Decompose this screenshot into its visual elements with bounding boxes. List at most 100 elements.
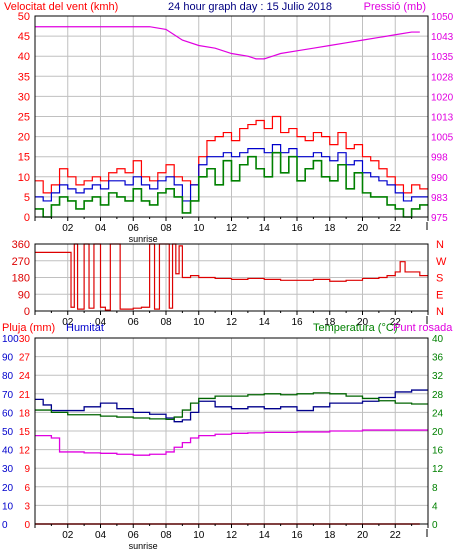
pressure-y-tick-label: 1020 <box>431 92 454 103</box>
x-tick-label: 14 <box>259 530 271 541</box>
x-tick-label: 04 <box>95 223 107 234</box>
x-tick-label: 08 <box>160 223 172 234</box>
wind-y-tick-label: 35 <box>18 71 30 83</box>
x-tick-label: 12 <box>226 317 238 328</box>
wind-y-tick-label: 20 <box>18 132 30 144</box>
rain-y-tick-label: 100 <box>2 334 19 345</box>
temp-y-tick-label: 0 <box>432 520 438 531</box>
wind-axis-label: Velocitat del vent (kmh) <box>4 1 118 13</box>
compass-label: E <box>436 289 443 301</box>
wind-y-tick-label: 5 <box>24 192 30 204</box>
humidity-y-tick-label: 18 <box>19 408 31 419</box>
humidity-y-tick-label: 30 <box>19 334 31 345</box>
direction-y-tick-label: 90 <box>18 289 30 301</box>
x-tick-label: 06 <box>128 530 140 541</box>
rain-hum-temp-axes: 02 04 06 08 10 12 14 16 18 20 22010203040506070809… <box>2 334 444 551</box>
pressure-y-tick-label: 1043 <box>431 32 454 43</box>
pressure-y-tick-label: 983 <box>431 193 448 204</box>
temp-y-tick-label: 28 <box>432 390 444 401</box>
humidity-y-tick-label: 15 <box>19 427 31 438</box>
direction-y-tick-label: 360 <box>12 239 30 251</box>
pressure-y-tick-label: 1005 <box>431 133 454 144</box>
pressure-y-tick-label: 975 <box>431 213 448 224</box>
pressure-y-tick-label: 1013 <box>431 113 454 124</box>
temp-y-tick-label: 20 <box>432 427 444 438</box>
x-tick-label: 22 <box>390 223 402 234</box>
wind-y-tick-label: 45 <box>18 31 30 43</box>
temp-y-tick-label: 36 <box>432 353 444 364</box>
rain-y-tick-label: 30 <box>2 464 14 475</box>
x-tick-label: 18 <box>324 317 336 328</box>
compass-label: S <box>436 273 443 285</box>
rain-hum-temp-grid <box>35 338 428 524</box>
x-tick-label: 04 <box>95 317 107 328</box>
rain-y-tick-label: 40 <box>2 446 14 457</box>
sunrise-label: sunrise <box>129 234 158 244</box>
rain-y-tick-label: 10 <box>2 501 14 512</box>
pressure-y-tick-label: 1050 <box>431 12 454 23</box>
wind-y-tick-label: 30 <box>18 91 30 103</box>
x-tick-label: 10 <box>193 530 205 541</box>
chart-title: 24 hour graph day : 15 Julio 2018 <box>168 1 332 13</box>
humidity-y-tick-label: 24 <box>19 371 31 382</box>
series-line-darkblue <box>35 389 428 423</box>
wind-pressure-axes: 02 04 06 08 10 12 14 16 18 20 22 0 5 10 15 20 25 30 35 40 45… <box>18 11 454 244</box>
x-tick-label: 18 <box>324 530 336 541</box>
x-tick-label: 10 <box>193 317 205 328</box>
humidity-y-tick-label: 6 <box>24 483 30 494</box>
pressure-y-tick-label: 1035 <box>431 52 454 63</box>
temperature-axis-label: Temperatura (°C) <box>313 322 397 334</box>
compass-label: N <box>436 306 444 318</box>
x-tick-label: 10 <box>193 223 205 234</box>
temp-y-tick-label: 40 <box>432 334 444 345</box>
wind-direction-series <box>35 243 428 311</box>
x-tick-label: 06 <box>128 317 140 328</box>
humidity-y-tick-label: 27 <box>19 353 31 364</box>
humidity-y-tick-label: 9 <box>24 464 30 475</box>
series-line-red <box>35 115 428 194</box>
rain-y-tick-label: 0 <box>2 520 8 531</box>
pressure-axis-label: Pressió (mb) <box>364 1 426 13</box>
humidity-y-tick-label: 21 <box>19 390 31 401</box>
series-line-darkgreen <box>35 392 428 421</box>
temp-y-tick-label: 24 <box>432 408 444 419</box>
temp-y-tick-label: 32 <box>432 371 444 382</box>
dewpoint-axis-label: Punt rosada <box>393 322 453 334</box>
wind-y-tick-label: 25 <box>18 112 30 124</box>
rain-y-tick-label: 50 <box>2 427 14 438</box>
pressure-y-tick-label: 1028 <box>431 72 454 83</box>
rain-y-tick-label: 80 <box>2 371 14 382</box>
x-tick-label: 06 <box>128 223 140 234</box>
x-tick-label: 14 <box>259 317 271 328</box>
x-tick-label: 08 <box>160 530 172 541</box>
x-tick-label: 18 <box>324 223 336 234</box>
series-line-magenta <box>35 429 428 456</box>
wind-y-tick-label: 10 <box>18 172 30 184</box>
wind-y-tick-label: 15 <box>18 152 30 164</box>
series-line-direction <box>35 243 428 311</box>
direction-y-tick-label: 180 <box>12 273 30 285</box>
rain-y-tick-label: 70 <box>2 390 14 401</box>
pressure-y-tick-label: 998 <box>431 153 448 164</box>
wind-y-tick-label: 0 <box>24 212 30 224</box>
x-tick-label: 22 <box>390 530 402 541</box>
x-tick-label: 20 <box>357 223 369 234</box>
x-tick-label: 16 <box>291 223 303 234</box>
x-tick-label: 16 <box>291 317 303 328</box>
x-tick-label: 04 <box>95 530 107 541</box>
temp-y-tick-label: 4 <box>432 501 438 512</box>
rain-axis-label: Pluja (mm) <box>2 322 55 334</box>
compass-label: N <box>436 239 444 251</box>
x-tick-label: 02 <box>62 223 74 234</box>
x-tick-label: 22 <box>390 317 402 328</box>
sunrise-label: sunrise <box>129 541 158 551</box>
pressure-y-tick-label: 990 <box>431 173 448 184</box>
x-tick-label: 12 <box>226 530 238 541</box>
x-tick-label: 16 <box>291 530 303 541</box>
series-line-blue <box>35 144 428 202</box>
series-line-green <box>35 151 428 218</box>
humidity-y-tick-label: 0 <box>24 520 30 531</box>
x-tick-label: 20 <box>357 530 369 541</box>
